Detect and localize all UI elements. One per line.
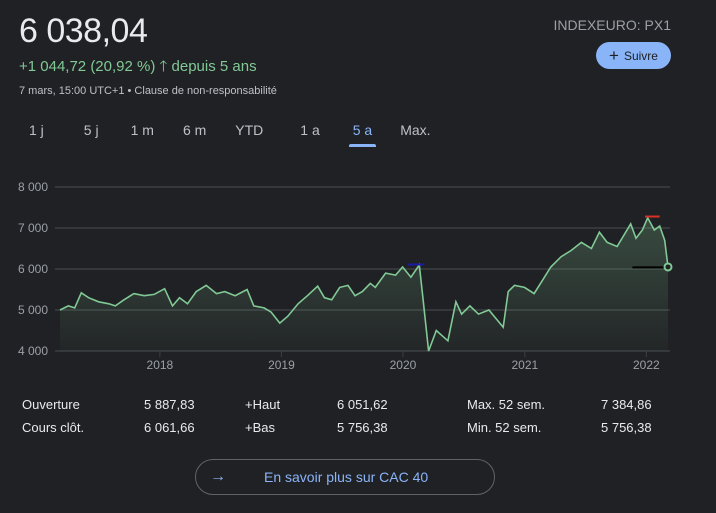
price-area [60, 217, 668, 351]
timestamp-disclaimer: 7 mars, 15:00 UTC+1 • Clause de non-resp… [19, 85, 277, 97]
arrow-up-icon: 🡑 [159, 58, 168, 75]
tab-6m[interactable]: 6 m [182, 122, 207, 138]
stat-label: +Bas [245, 420, 275, 435]
y-tick-label: 5 000 [18, 303, 48, 317]
plus-icon: + [609, 45, 619, 65]
stat-value: 7 384,86 [601, 397, 652, 412]
follow-button[interactable]: + Suivre [596, 42, 671, 69]
current-point-marker [663, 262, 673, 272]
stat-value: 5 887,83 [144, 397, 195, 412]
x-tick-label: 2020 [390, 358, 417, 372]
price-line [59, 215, 669, 352]
tab-5a[interactable]: 5 a [340, 122, 385, 147]
price-change: +1 044,72 (20,92 %) 🡑 depuis 5 ans [19, 56, 257, 81]
x-tick-label: 2022 [633, 358, 660, 372]
change-value: +1 044,72 (20,92 %) [19, 58, 156, 75]
tab-1m[interactable]: 1 m [130, 122, 154, 138]
stat-value: 6 051,62 [337, 397, 388, 412]
range-tabs: 1 j 5 j 1 m 6 m YTD 1 a 5 a Max. [16, 122, 444, 147]
stat-value: 5 756,38 [601, 420, 652, 435]
follow-label: Suivre [623, 48, 658, 63]
tab-5j[interactable]: 5 j [83, 122, 99, 138]
y-tick-label: 6 000 [18, 262, 48, 276]
stat-label: Max. 52 sem. [467, 397, 546, 412]
stat-value: 6 061,66 [144, 420, 195, 435]
arrow-right-icon: → [210, 468, 226, 485]
x-tick-label: 2019 [268, 358, 295, 372]
tab-1a[interactable]: 1 a [300, 122, 320, 138]
y-tick-label: 8 000 [18, 180, 48, 194]
stat-value: 5 756,38 [337, 420, 388, 435]
tab-ytd[interactable]: YTD [235, 122, 264, 138]
price-chart[interactable]: 4 000 5 000 6 000 7 000 8 000 2018 2019 2020 202… [0, 170, 716, 380]
x-tick-label: 2021 [511, 358, 538, 372]
tab-max[interactable]: Max. [400, 122, 431, 138]
learn-more-button[interactable]: → En savoir plus sur CAC 40 [195, 459, 495, 495]
tab-1j[interactable]: 1 j [29, 122, 44, 138]
learn-more-label: En savoir plus sur CAC 40 [264, 469, 429, 485]
stat-label: +Haut [245, 397, 281, 412]
stat-label: Cours clôt. [22, 420, 85, 435]
stat-label: Min. 52 sem. [467, 420, 542, 435]
y-tick-label: 7 000 [18, 221, 48, 235]
change-period: depuis 5 ans [171, 58, 257, 75]
ticker-symbol: INDEXEURO: PX1 [553, 17, 671, 33]
y-tick-label: 4 000 [18, 344, 48, 358]
stat-label: Ouverture [22, 397, 80, 412]
x-tick-label: 2018 [147, 358, 174, 372]
current-price: 6 038,04 [19, 12, 148, 50]
